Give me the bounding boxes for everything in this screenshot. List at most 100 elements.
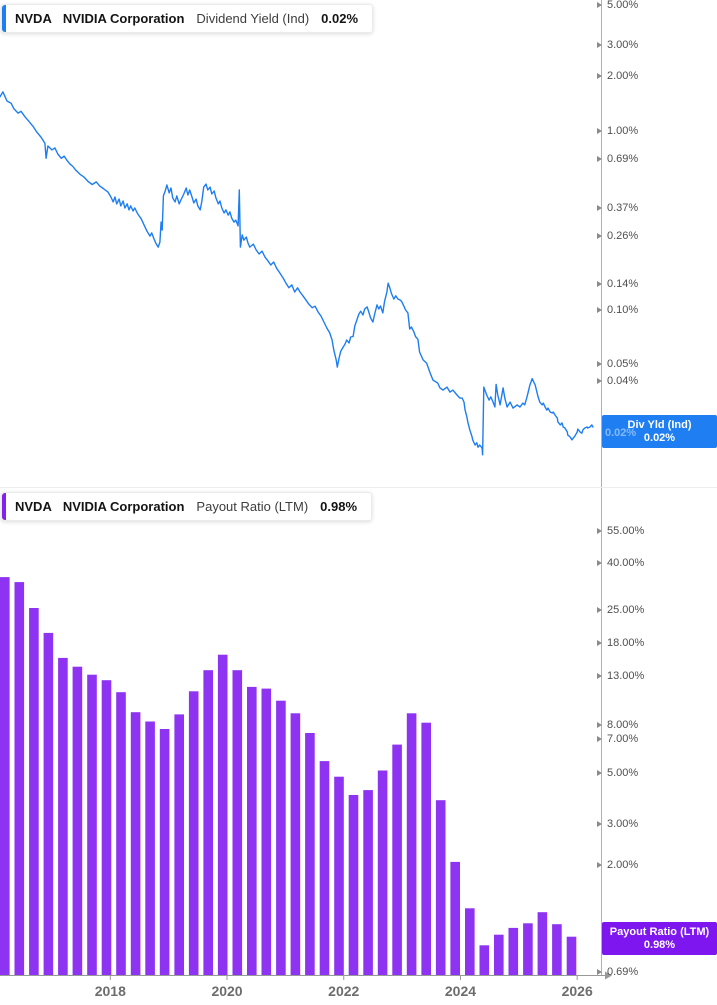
dividend-yield-axis-tick-label: 3.00% <box>607 38 639 51</box>
payout-ratio-bar <box>116 692 126 975</box>
payout-ratio-bar <box>479 945 490 975</box>
payout-ratio-axis-tick-label: 18.00% <box>607 637 645 650</box>
payout-ratio-axis-tick-label: 5.00% <box>607 766 639 779</box>
value-box-value: 0.02% <box>643 431 676 444</box>
payout-ratio-bar <box>508 927 519 975</box>
payout-ratio-axis-tick-mark <box>597 722 602 729</box>
overlapped-axis-tick-label: 0.02% <box>605 427 637 439</box>
payout-ratio-bar <box>377 770 388 975</box>
x-axis-year-label: 2020 <box>211 983 243 999</box>
dividend-yield-axis-tick-mark <box>597 361 602 368</box>
dividend-yield-axis-tick-mark <box>597 127 602 134</box>
payout-ratio-bar <box>334 776 344 975</box>
payout-ratio-bar <box>203 670 213 975</box>
payout-ratio-bar <box>421 722 431 975</box>
payout-ratio-bar <box>290 713 301 975</box>
payout-ratio-axis-tick-label: 0.69% <box>607 966 639 979</box>
metric-name: Payout Ratio (LTM) <box>196 499 309 514</box>
dividend-yield-axis-tick-label: 2.00% <box>607 70 639 83</box>
payout-ratio-bar <box>247 686 257 975</box>
dividend-yield-axis-tick-label: 0.05% <box>607 358 639 371</box>
dividend-yield-axis-tick-label: 0.14% <box>607 277 639 290</box>
payout-ratio-bar <box>72 666 83 975</box>
panel-separator <box>0 487 717 488</box>
metric-name: Dividend Yield (Ind) <box>196 11 310 26</box>
dividend-yield-axis-tick-label: 0.69% <box>607 153 639 166</box>
payout-ratio-axis-tick-label: 13.00% <box>607 670 645 683</box>
payout-ratio-bar <box>261 688 272 975</box>
payout-ratio-bar <box>523 923 533 975</box>
payout-ratio-axis-tick-label: 7.00% <box>607 732 639 745</box>
dividend-yield-axis-tick-mark <box>597 280 602 287</box>
x-axis-year-label: 2024 <box>444 983 477 999</box>
dividend-yield-axis-tick-label: 0.10% <box>607 304 639 316</box>
payout-ratio-current-value-box: Payout Ratio (LTM) 0.98% <box>602 922 717 955</box>
value-box-value: 0.98% <box>643 938 676 951</box>
payout-ratio-axis-tick-mark <box>597 560 602 567</box>
purple-accent-bar <box>2 493 6 520</box>
payout-ratio-bar <box>58 657 68 975</box>
payout-ratio-bar <box>465 908 475 975</box>
value-box-title: Div Yld (Ind) <box>627 418 692 431</box>
payout-ratio-bar <box>232 670 243 975</box>
payout-ratio-bar <box>566 936 577 975</box>
payout-ratio-bar <box>101 680 112 975</box>
payout-ratio-bar <box>159 729 170 975</box>
payout-ratio-bar <box>319 761 330 975</box>
x-axis-year-label: 2026 <box>561 983 593 999</box>
metric-value: 0.02% <box>321 11 359 26</box>
payout-ratio-axis-tick-label: 55.00% <box>607 524 645 537</box>
dividend-yield-axis-tick-label: 5.00% <box>607 0 639 12</box>
payout-ratio-bar <box>435 800 446 975</box>
payout-ratio-axis-tick-label: 2.00% <box>607 858 639 871</box>
payout-ratio-bar <box>537 912 548 975</box>
payout-ratio-axis-tick-mark <box>597 527 602 534</box>
payout-ratio-legend-chip[interactable]: NVDA NVIDIA Corporation Payout Ratio (LT… <box>1 492 373 521</box>
x-axis-year-label: 2018 <box>94 983 126 999</box>
payout-ratio-axis-tick-label: 3.00% <box>607 818 639 830</box>
dividend-yield-axis-tick-mark <box>597 73 602 80</box>
payout-ratio-axis-tick-mark <box>597 861 602 868</box>
payout-ratio-axis-tick-mark <box>597 821 602 827</box>
payout-ratio-axis-tick-mark <box>597 769 602 776</box>
dividend-yield-axis-tick-mark <box>597 378 602 385</box>
payout-ratio-bar <box>14 582 25 975</box>
company-name: NVIDIA Corporation <box>62 499 185 514</box>
payout-ratio-axis-tick-label: 25.00% <box>607 604 645 617</box>
payout-ratio-bar <box>392 744 402 975</box>
ticker-symbol: NVDA <box>15 499 52 514</box>
dividend-yield-legend-chip[interactable]: NVDA NVIDIA Corporation Dividend Yield (… <box>1 4 374 33</box>
company-name: NVIDIA Corporation <box>62 11 185 26</box>
payout-ratio-bar <box>174 714 184 975</box>
dividend-yield-axis-tick-label: 0.37% <box>607 202 639 214</box>
payout-ratio-bar <box>276 700 286 975</box>
payout-ratio-bar <box>0 577 10 975</box>
payout-ratio-bar <box>29 608 39 975</box>
dividend-yield-axis-tick-mark <box>597 2 602 9</box>
payout-ratio-bar <box>217 654 228 975</box>
payout-ratio-bar <box>450 861 460 975</box>
dividend-yield-axis-tick-mark <box>597 232 602 239</box>
payout-ratio-axis-tick-label: 8.00% <box>607 719 639 732</box>
payout-ratio-axis-tick-mark <box>597 735 602 742</box>
blue-accent-bar <box>2 5 6 32</box>
dividend-yield-axis-tick-mark <box>597 41 602 48</box>
payout-ratio-bar <box>494 934 504 975</box>
dividend-yield-axis-tick-mark <box>597 307 602 313</box>
x-axis-year-label: 2022 <box>328 983 360 999</box>
payout-ratio-axis-tick-mark <box>597 969 602 976</box>
value-box-title: Payout Ratio (LTM) <box>609 925 710 938</box>
payout-ratio-bar <box>348 795 359 975</box>
dividend-yield-line <box>0 91 594 456</box>
payout-ratio-bar <box>188 691 199 975</box>
dividend-yield-axis-tick-label: 1.00% <box>607 124 639 137</box>
payout-ratio-bar <box>552 924 562 975</box>
x-axis-arrow <box>605 971 612 980</box>
payout-ratio-axis-tick-mark <box>597 607 602 614</box>
dividend-yield-axis-tick-mark <box>597 205 602 211</box>
payout-ratio-axis-tick-label: 40.00% <box>607 557 645 570</box>
payout-ratio-bar <box>130 712 141 975</box>
div-yld-current-value-box: Div Yld (Ind) 0.02% <box>602 415 717 448</box>
